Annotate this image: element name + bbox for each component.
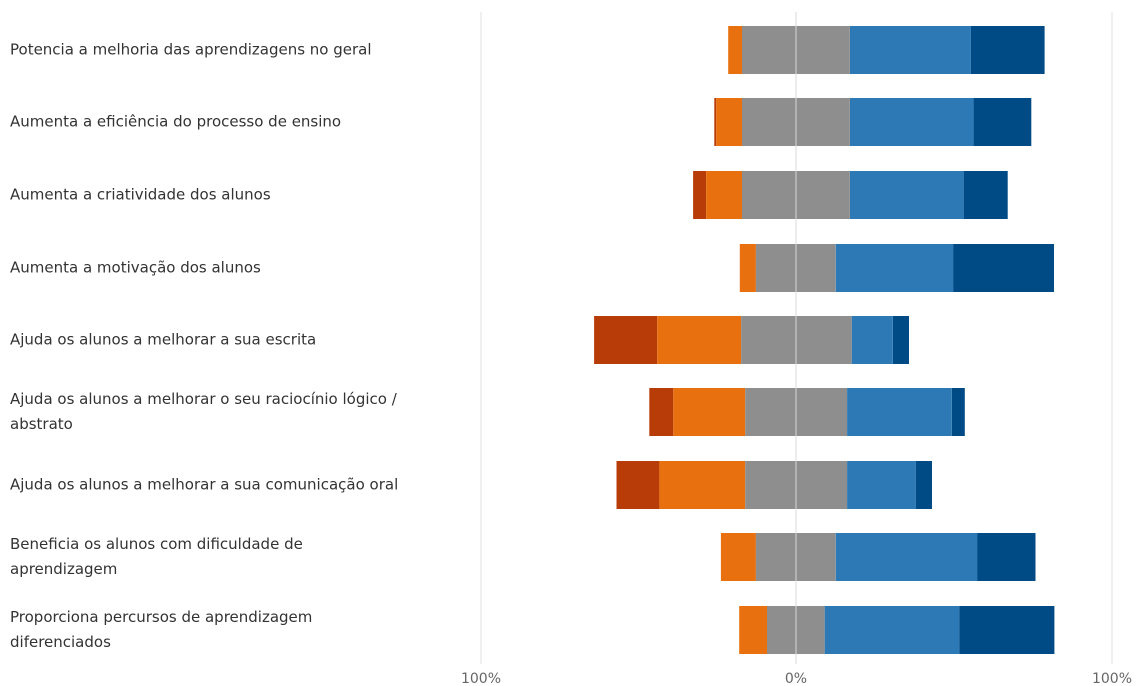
strongly-agree-segment xyxy=(963,171,1008,219)
strongly-disagree-segment xyxy=(693,171,706,219)
agree-segment xyxy=(850,171,964,219)
agree-segment xyxy=(847,461,916,509)
agree-segment xyxy=(835,533,978,581)
category-label: Aumenta a criatividade dos alunos xyxy=(10,185,271,204)
disagree-segment xyxy=(720,533,756,581)
strongly-disagree-segment xyxy=(649,388,674,436)
category-labels: Potencia a melhoria das aprendizagens no… xyxy=(0,0,470,686)
strongly-agree-segment xyxy=(970,26,1045,74)
category-label: Beneficia os alunos com dificuldade de a… xyxy=(10,535,303,578)
strongly-agree-segment xyxy=(892,316,909,364)
strongly-agree-segment xyxy=(959,606,1055,654)
strongly-disagree-segment xyxy=(594,316,658,364)
category-label: Ajuda os alunos a melhorar o seu raciocí… xyxy=(10,390,397,433)
agree-segment xyxy=(850,98,974,146)
bars xyxy=(594,26,1055,654)
agree-segment xyxy=(850,26,971,74)
category-label: Potencia a melhoria das aprendizagens no… xyxy=(10,40,372,59)
x-tick-label: 100% xyxy=(461,671,501,686)
category-label: Ajuda os alunos a melhorar a sua escrita xyxy=(10,330,317,349)
strongly-agree-segment xyxy=(951,388,965,436)
disagree-segment xyxy=(659,461,746,509)
strongly-disagree-segment xyxy=(714,98,717,146)
disagree-segment xyxy=(673,388,746,436)
strongly-agree-segment xyxy=(973,98,1032,146)
disagree-segment xyxy=(657,316,742,364)
strongly-agree-segment xyxy=(977,533,1036,581)
agree-segment xyxy=(847,388,952,436)
disagree-segment xyxy=(706,171,743,219)
agree-segment xyxy=(824,606,960,654)
category-label: Aumenta a eficiência do processo de ensi… xyxy=(10,112,342,131)
disagree-segment xyxy=(739,606,767,654)
category-label: Proporciona percursos de aprendizagem di… xyxy=(10,608,313,651)
agree-segment xyxy=(835,244,954,292)
agree-segment xyxy=(851,316,893,364)
strongly-agree-segment xyxy=(915,461,932,509)
disagree-segment xyxy=(716,98,743,146)
strongly-disagree-segment xyxy=(616,461,660,509)
category-label: Aumenta a motivação dos alunos xyxy=(10,258,261,277)
x-tick-label: 100% xyxy=(1092,671,1132,686)
x-tick-label: 0% xyxy=(785,671,807,686)
disagree-segment xyxy=(739,244,756,292)
strongly-agree-segment xyxy=(953,244,1054,292)
disagree-segment xyxy=(728,26,743,74)
category-label: Ajuda os alunos a melhorar a sua comunic… xyxy=(10,475,399,494)
